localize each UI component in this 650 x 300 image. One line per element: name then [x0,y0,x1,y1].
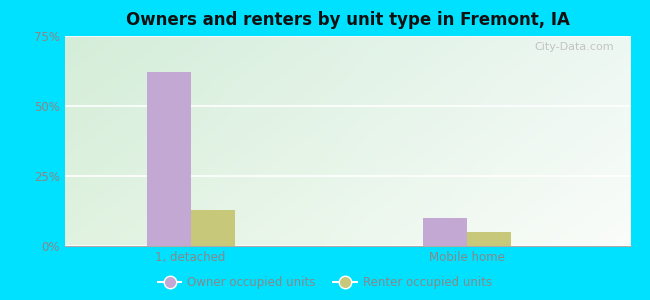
Legend: Owner occupied units, Renter occupied units: Owner occupied units, Renter occupied un… [153,272,497,294]
Bar [467,232,511,246]
Bar [423,218,467,246]
Title: Owners and renters by unit type in Fremont, IA: Owners and renters by unit type in Fremo… [126,11,569,29]
Text: City-Data.com: City-Data.com [534,42,614,52]
Bar [190,210,235,246]
Bar [147,72,190,246]
